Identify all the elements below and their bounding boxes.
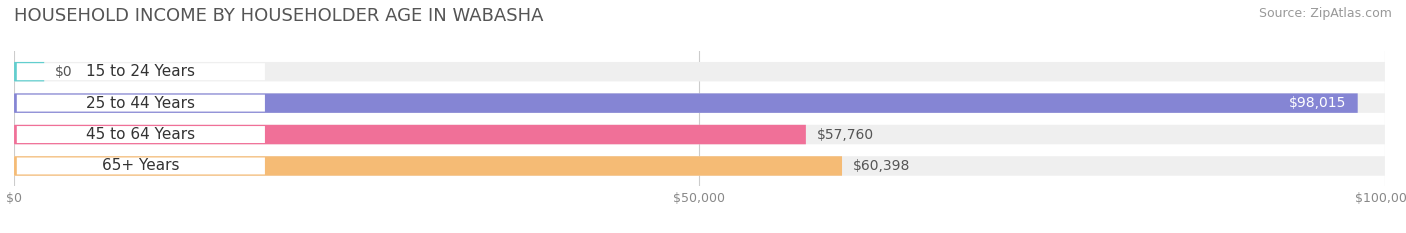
Text: $98,015: $98,015: [1289, 96, 1347, 110]
FancyBboxPatch shape: [14, 125, 1385, 144]
Text: $57,760: $57,760: [817, 127, 875, 141]
FancyBboxPatch shape: [17, 158, 264, 175]
FancyBboxPatch shape: [14, 93, 1358, 113]
FancyBboxPatch shape: [17, 126, 264, 143]
Text: 65+ Years: 65+ Years: [103, 158, 180, 174]
Text: 25 to 44 Years: 25 to 44 Years: [86, 96, 195, 111]
Text: 15 to 24 Years: 15 to 24 Years: [86, 64, 195, 79]
FancyBboxPatch shape: [14, 156, 1385, 176]
FancyBboxPatch shape: [14, 156, 842, 176]
FancyBboxPatch shape: [14, 62, 1385, 81]
Text: 45 to 64 Years: 45 to 64 Years: [86, 127, 195, 142]
Text: HOUSEHOLD INCOME BY HOUSEHOLDER AGE IN WABASHA: HOUSEHOLD INCOME BY HOUSEHOLDER AGE IN W…: [14, 7, 544, 25]
Text: Source: ZipAtlas.com: Source: ZipAtlas.com: [1258, 7, 1392, 20]
FancyBboxPatch shape: [17, 63, 264, 80]
FancyBboxPatch shape: [14, 125, 806, 144]
FancyBboxPatch shape: [17, 95, 264, 112]
FancyBboxPatch shape: [14, 93, 1385, 113]
Text: $60,398: $60,398: [853, 159, 910, 173]
Text: $0: $0: [55, 65, 73, 79]
FancyBboxPatch shape: [14, 62, 44, 81]
